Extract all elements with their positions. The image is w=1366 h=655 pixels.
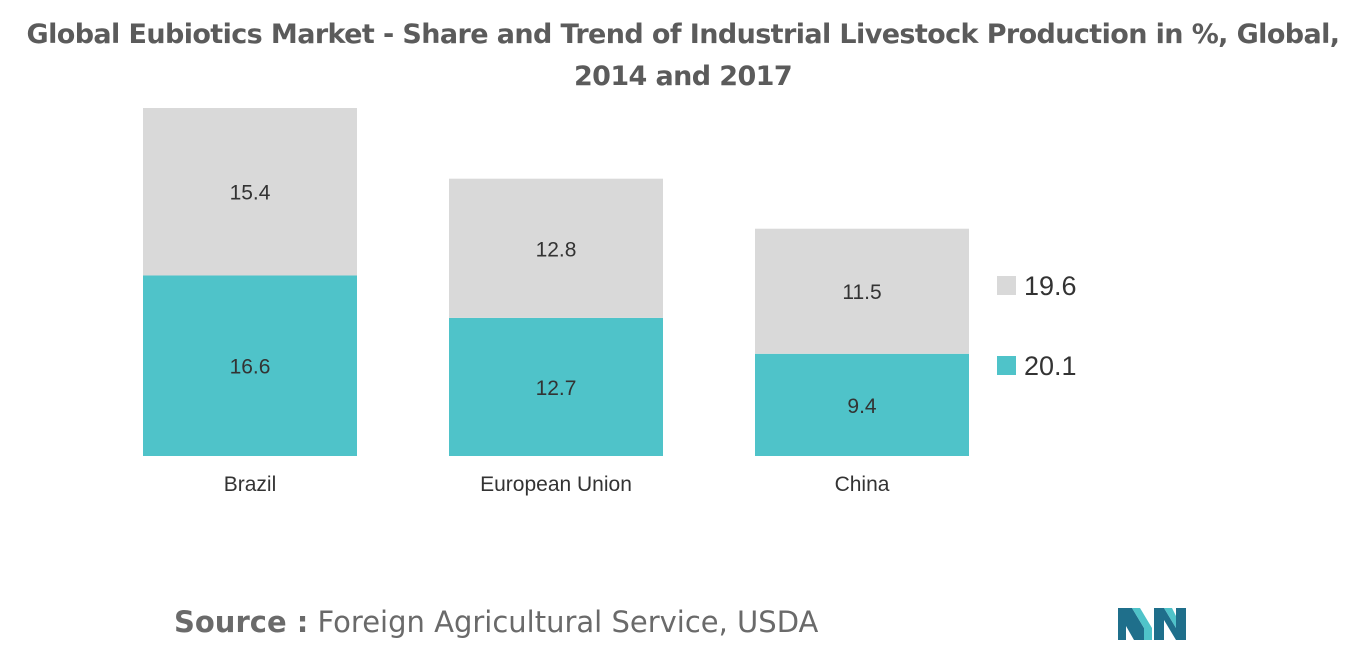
data-label: 16.6: [230, 356, 271, 379]
legend-label: 20.1: [1024, 351, 1077, 381]
legend-swatch: [997, 356, 1016, 375]
chart-title: Global Eubiotics Market - Share and Tren…: [26, 19, 1341, 92]
bar-brazil-series-0: [143, 275, 357, 456]
bar-brazil-series-1: [143, 108, 357, 276]
bar-european-union-series-1: [449, 178, 663, 318]
x-tick-label: China: [835, 473, 890, 496]
labels-layer: 16.6 15.4 Brazil 12.7 12.8 European Union 9.4 1…: [224, 182, 890, 496]
legend-label: 19.6: [1024, 271, 1077, 301]
data-label: 12.7: [536, 377, 577, 400]
mordor-intelligence-logo-icon: [1118, 608, 1186, 640]
x-tick-label: European Union: [480, 473, 632, 496]
bar-european-union-series-0: [449, 317, 663, 456]
source-text: Foreign Agricultural Service, USDA: [308, 605, 819, 639]
legend-swatch: [997, 276, 1016, 295]
x-tick-label: Brazil: [224, 473, 277, 496]
data-label: 9.4: [847, 395, 877, 418]
data-label: 11.5: [842, 281, 881, 304]
bar-china-series-0: [755, 353, 969, 456]
data-label: 15.4: [230, 182, 271, 205]
source-label: Source :: [174, 605, 309, 639]
source-note: Source : Foreign Agricultural Service, U…: [174, 605, 818, 639]
bar-china-series-1: [755, 228, 969, 354]
data-label: 12.8: [536, 238, 577, 261]
stacked-bar-chart: 16.6 15.4 Brazil 12.7 12.8 European Union 9.4 1…: [143, 108, 1077, 496]
bars-layer: [143, 108, 969, 456]
legend: 19.6 20.1: [997, 271, 1077, 381]
